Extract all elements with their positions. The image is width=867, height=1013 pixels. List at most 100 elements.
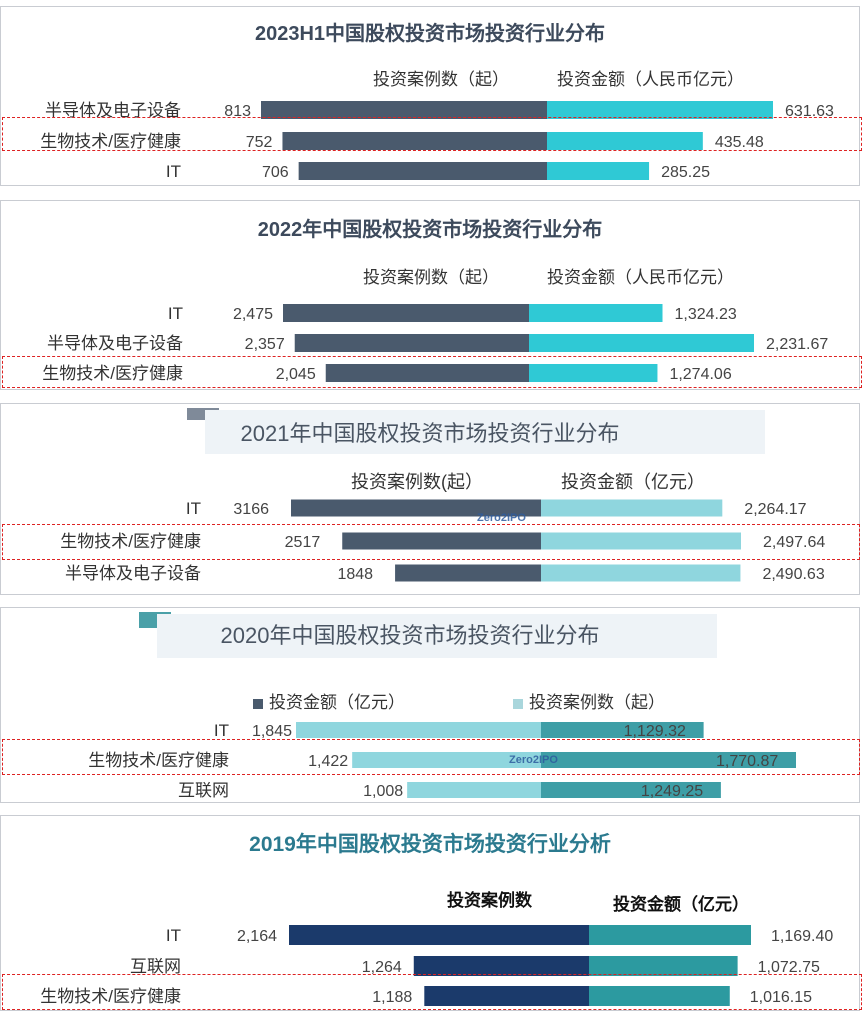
bar-cases bbox=[424, 986, 589, 1006]
category-label: 半导体及电子设备 bbox=[45, 101, 181, 120]
series-label-amount: 投资金额（人民币亿元） bbox=[557, 70, 744, 89]
legend-label: 投资案例数（起） bbox=[529, 693, 665, 712]
legend-label: 投资金额（亿元） bbox=[269, 693, 405, 712]
chart-title: 2021年中国股权投资市场投资行业分布 bbox=[240, 421, 620, 446]
value-label-cases: 1,422 bbox=[308, 753, 348, 770]
bar-cases bbox=[294, 334, 529, 352]
value-label-amount: 2,264.17 bbox=[744, 501, 806, 518]
value-label-cases: 813 bbox=[224, 103, 251, 120]
legend-swatch-dark bbox=[253, 698, 263, 709]
series-label-cases: 投资案例数（起） bbox=[373, 70, 509, 89]
value-label-cases: 1848 bbox=[337, 566, 373, 583]
legend-swatch-light bbox=[513, 698, 523, 709]
value-label-cases: 1,008 bbox=[363, 783, 403, 800]
bar-amount bbox=[589, 956, 738, 976]
chart-svg: 半导体及电子设备 813 631.63 生物技术/医疗健康 752 435.48 IT 706… bbox=[40, 101, 834, 181]
bar-amount bbox=[547, 132, 703, 150]
value-label-cases: 2,045 bbox=[276, 366, 316, 383]
category-label: IT bbox=[166, 926, 181, 945]
bar-amount bbox=[589, 925, 751, 945]
value-label-amount: 2,497.64 bbox=[763, 534, 825, 551]
bar-cases bbox=[283, 304, 529, 322]
value-label-amount: 1,274.06 bbox=[669, 366, 731, 383]
legend-item-cases: 投资案例数（起） bbox=[513, 688, 665, 713]
value-label-amount: 1,770.87 bbox=[716, 753, 778, 770]
series-label-amount: 投资金额（亿元） bbox=[613, 895, 749, 915]
watermark-logo: Zero2IPO bbox=[477, 512, 526, 524]
chart-panel-2020: 2020年中国股权投资市场投资行业分布 投资金额（亿元） 投资案例数（起） IT… bbox=[0, 607, 860, 803]
value-label-amount: 1,129.32 bbox=[624, 723, 686, 740]
bar-amount bbox=[541, 532, 741, 550]
value-label-amount: 285.25 bbox=[661, 164, 710, 181]
bar-amount bbox=[529, 334, 754, 352]
chart-panel-2022: 2022年中国股权投资市场投资行业分布 投资案例数（起） 投资金额（人民币亿元）… bbox=[0, 200, 860, 390]
value-label-cases: 706 bbox=[262, 164, 289, 181]
category-label: IT bbox=[186, 499, 201, 518]
value-label-cases: 2,357 bbox=[245, 336, 285, 353]
value-label-amount: 2,231.67 bbox=[766, 336, 828, 353]
chart-title: 2019年中国股权投资市场投资行业分析 bbox=[249, 833, 611, 856]
chart-svg: IT 1,845 1,129.32 生物技术/医疗健康 1,422 1,770.87 互联网… bbox=[88, 721, 796, 800]
bar-cases bbox=[289, 925, 589, 945]
highlight-box bbox=[2, 739, 860, 775]
value-label-amount: 631.63 bbox=[785, 103, 834, 120]
chart-panel-2023h1: 2023H1中国股权投资市场投资行业分布 投资案例数（起） 投资金额（人民币亿元… bbox=[0, 6, 860, 186]
series-label-amount: 投资金额（人民币亿元） bbox=[547, 268, 734, 287]
bar-cases bbox=[352, 752, 541, 768]
bar-amount bbox=[541, 499, 723, 517]
watermark-logo: Zero2IPO bbox=[509, 754, 558, 766]
bar-cases bbox=[282, 132, 547, 150]
value-label-amount: 435.48 bbox=[715, 134, 764, 151]
category-label: IT bbox=[168, 304, 183, 323]
category-label: 半导体及电子设备 bbox=[47, 334, 183, 353]
bar-amount bbox=[589, 986, 730, 1006]
category-label: IT bbox=[166, 162, 181, 181]
bar-cases bbox=[395, 564, 541, 582]
bar-cases bbox=[342, 532, 541, 550]
value-label-cases: 1,845 bbox=[252, 723, 292, 740]
bar-amount bbox=[541, 564, 741, 582]
value-label-cases: 1,264 bbox=[362, 959, 402, 976]
value-label-cases: 2517 bbox=[285, 534, 321, 551]
category-label: 半导体及电子设备 bbox=[65, 564, 201, 583]
bar-cases bbox=[296, 722, 541, 738]
highlight-box bbox=[2, 524, 860, 560]
chart-title: 2020年中国股权投资市场投资行业分布 bbox=[220, 623, 600, 648]
series-label-amount: 投资金额（亿元） bbox=[561, 472, 705, 492]
chart-title: 2023H1中国股权投资市场投资行业分布 bbox=[254, 23, 606, 45]
bar-cases bbox=[325, 364, 529, 382]
category-label: IT bbox=[214, 721, 229, 740]
bar-amount bbox=[529, 304, 663, 322]
value-label-amount: 1,249.25 bbox=[641, 783, 703, 800]
chart-svg: IT 3166 2,264.17 生物技术/医疗健康 2517 2,497.64 半导体及电… bbox=[60, 499, 825, 583]
value-label-cases: 752 bbox=[246, 134, 273, 151]
bar-amount bbox=[541, 782, 721, 798]
series-label-cases: 投资案例数（起） bbox=[363, 268, 499, 287]
chart-panel-2021: 2021年中国股权投资市场投资行业分布 投资案例数(起） 投资金额（亿元） IT… bbox=[0, 403, 860, 595]
value-label-cases: 3166 bbox=[233, 501, 269, 518]
value-label-amount: 1,016.15 bbox=[750, 989, 812, 1006]
bar-amount bbox=[547, 162, 650, 180]
highlight-box bbox=[2, 356, 862, 388]
bar-amount bbox=[529, 364, 658, 382]
value-label-amount: 1,169.40 bbox=[771, 928, 833, 945]
chart-svg: IT 2,475 1,324.23 半导体及电子设备 2,357 2,231.67 生物技术… bbox=[42, 304, 828, 383]
category-label: 互联网 bbox=[178, 781, 229, 800]
bar-amount bbox=[541, 722, 704, 738]
series-label-cases: 投资案例数(起） bbox=[351, 472, 483, 492]
category-label: 生物技术/医疗健康 bbox=[40, 132, 181, 151]
bar-cases bbox=[407, 782, 541, 798]
value-label-amount: 1,324.23 bbox=[675, 306, 737, 323]
title-band bbox=[157, 614, 717, 658]
category-label: 生物技术/医疗健康 bbox=[42, 364, 183, 383]
bar-amount bbox=[541, 752, 796, 768]
legend-item-amount: 投资金额（亿元） bbox=[253, 688, 405, 713]
bar-amount bbox=[547, 101, 773, 119]
chart-svg: IT 2,164 1,169.40 互联网 1,264 1,072.75 生物技术/医疗健康… bbox=[40, 925, 833, 1006]
category-label: 互联网 bbox=[130, 957, 181, 976]
title-band bbox=[205, 410, 765, 454]
chart-panel-2019: 2019年中国股权投资市场投资行业分析 投资案例数 投资金额（亿元） IT 2,1… bbox=[0, 815, 860, 1011]
category-label: 生物技术/医疗健康 bbox=[60, 532, 201, 551]
category-label: 生物技术/医疗健康 bbox=[88, 751, 229, 770]
bar-cases bbox=[413, 956, 589, 976]
